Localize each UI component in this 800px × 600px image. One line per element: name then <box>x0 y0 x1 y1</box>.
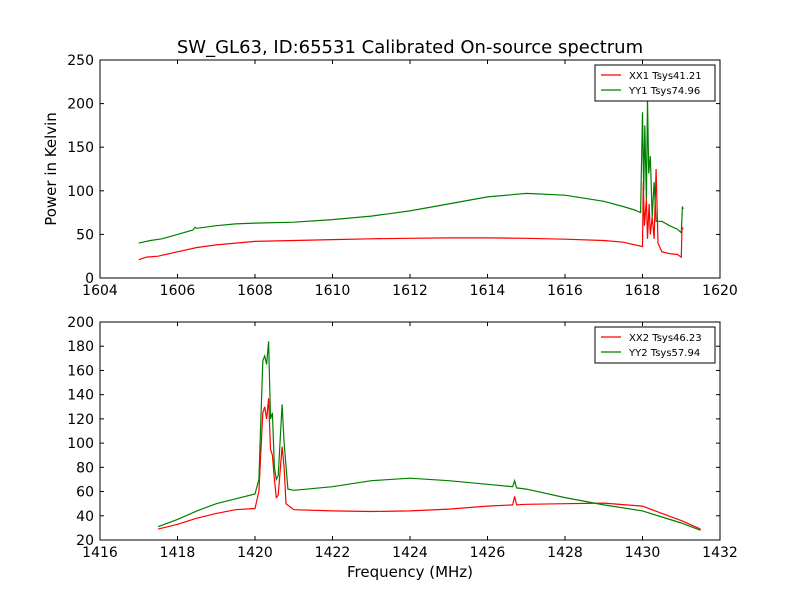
legend-label: XX1 Tsys41.21 <box>629 71 702 82</box>
legend-label: YY1 Tsys74.96 <box>628 86 700 97</box>
x-tick-label: 1620 <box>702 283 738 299</box>
y-tick-label: 100 <box>67 184 94 200</box>
x-tick-label: 1616 <box>547 283 583 299</box>
y-tick-label: 60 <box>76 485 94 501</box>
x-tick-label: 1418 <box>160 545 196 561</box>
y-tick-label: 0 <box>85 271 94 287</box>
x-tick-label: 1424 <box>392 545 428 561</box>
legend-box <box>594 326 716 364</box>
x-tick-label: 1606 <box>160 283 196 299</box>
legend-box <box>594 64 716 102</box>
x-tick-label: 1428 <box>547 545 583 561</box>
y-tick-label: 20 <box>76 533 94 549</box>
chart-top-series <box>138 99 684 261</box>
chart-top-ylabel: Power in Kelvin <box>42 112 60 226</box>
y-tick-label: 40 <box>76 509 94 525</box>
y-tick-label: 120 <box>67 412 94 428</box>
y-tick-label: 160 <box>67 363 94 379</box>
y-tick-label: 200 <box>67 315 94 331</box>
x-tick-label: 1608 <box>237 283 273 299</box>
y-tick-label: 80 <box>76 460 94 476</box>
chart-top: SW_GL63, ID:65531 Calibrated On-source s… <box>42 37 738 299</box>
chart-bottom-ticks: 1416 1418 1420 1422 1424 1426 1428 1430 1432 20 40… <box>67 315 738 561</box>
x-tick-label: 1604 <box>82 283 118 299</box>
legend-label: XX2 Tsys46.23 <box>629 333 702 344</box>
series-line-bottom-2 <box>157 341 701 531</box>
y-tick-label: 140 <box>67 388 94 404</box>
x-tick-label: 1430 <box>625 545 661 561</box>
chart-bottom: 1416 1418 1420 1422 1424 1426 1428 1430 1432 20 40… <box>67 315 738 581</box>
chart-bottom-xlabel: Frequency (MHz) <box>347 563 473 581</box>
x-tick-label: 1416 <box>82 545 118 561</box>
chart-top-ticks: 1604 1606 1608 1610 1612 1614 1616 1618 1620 0 50 1… <box>67 53 738 299</box>
x-tick-label: 1614 <box>470 283 506 299</box>
x-tick-label: 1426 <box>470 545 506 561</box>
y-tick-label: 180 <box>67 339 94 355</box>
series-line-bottom-1 <box>157 398 701 530</box>
legend-label: YY2 Tsys57.94 <box>628 348 700 359</box>
x-tick-label: 1420 <box>237 545 273 561</box>
x-tick-label: 1618 <box>625 283 661 299</box>
y-tick-label: 250 <box>67 53 94 69</box>
y-tick-label: 200 <box>67 97 94 113</box>
series-line-top-1 <box>138 168 684 261</box>
chart-top-legend: XX1 Tsys41.21 YY1 Tsys74.96 <box>594 64 716 102</box>
chart-bottom-series <box>157 341 701 531</box>
chart-top-title: SW_GL63, ID:65531 Calibrated On-source s… <box>177 37 643 58</box>
chart-bottom-legend: XX2 Tsys46.23 YY2 Tsys57.94 <box>594 326 716 364</box>
x-tick-label: 1610 <box>315 283 351 299</box>
x-tick-label: 1612 <box>392 283 428 299</box>
x-tick-label: 1432 <box>702 545 738 561</box>
y-tick-label: 100 <box>67 436 94 452</box>
series-line-top-2 <box>138 99 684 244</box>
x-tick-label: 1422 <box>315 545 351 561</box>
y-tick-label: 150 <box>67 140 94 156</box>
y-tick-label: 50 <box>76 227 94 243</box>
